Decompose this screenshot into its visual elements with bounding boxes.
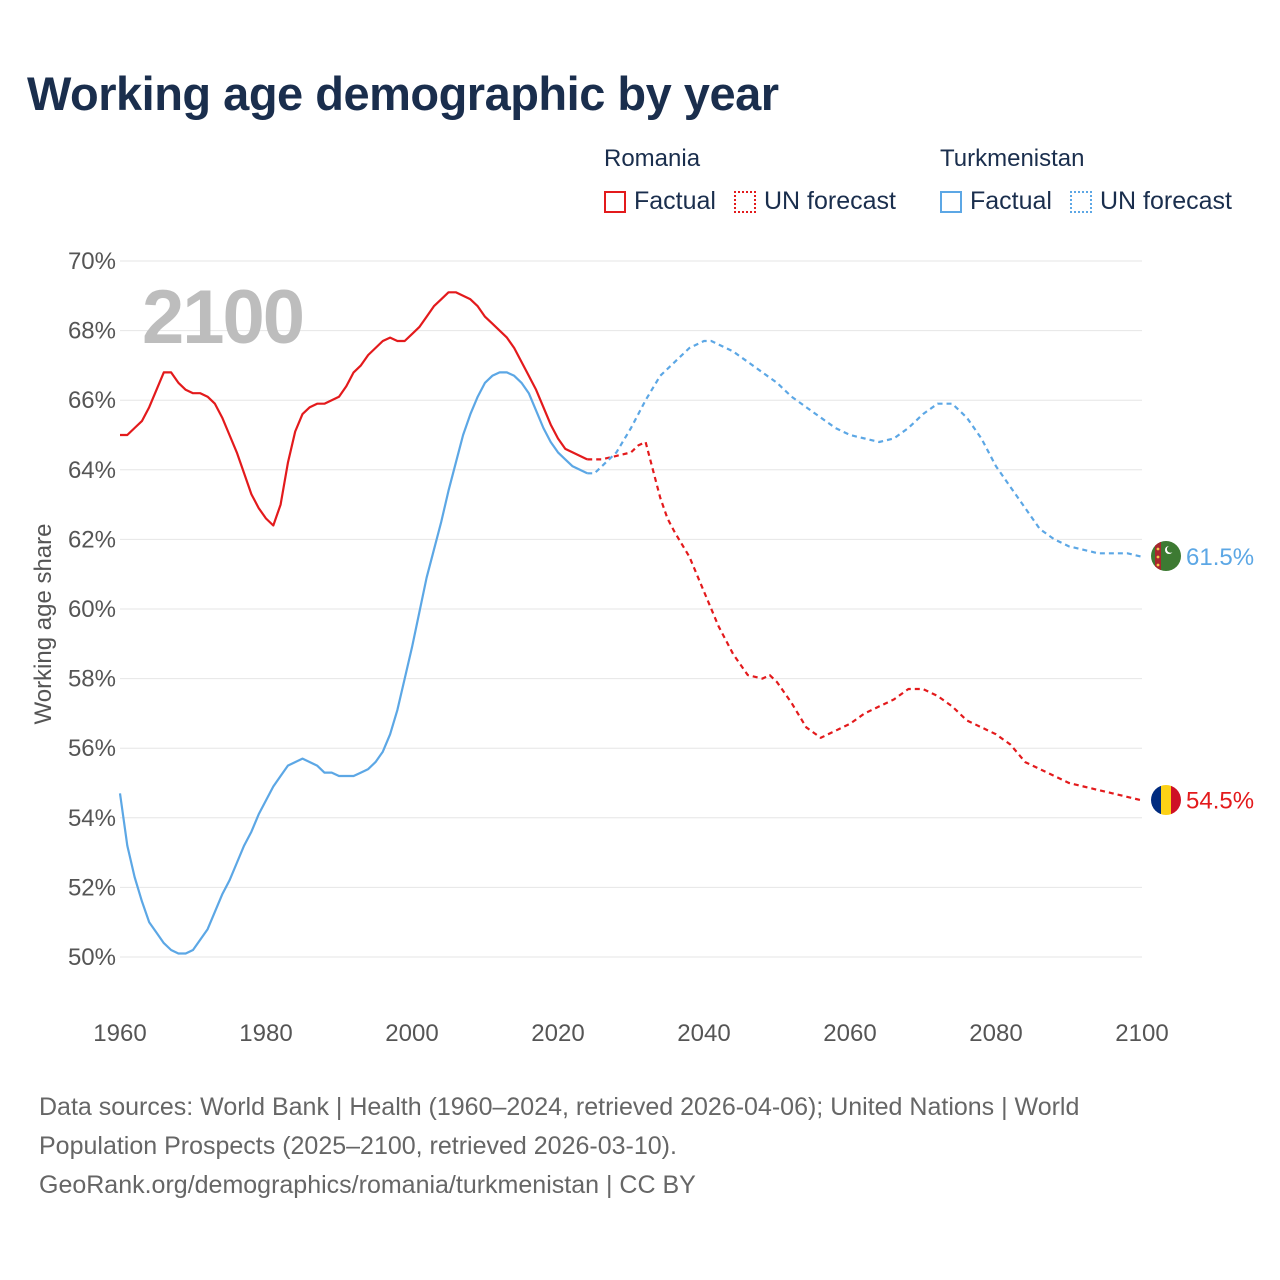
legend-swatch-romania-factual — [604, 190, 626, 213]
legend-item-romania-factual[interactable]: Factual — [604, 187, 716, 216]
source-line-1: Data sources: World Bank | Health (1960–… — [39, 1093, 1080, 1121]
y-tick-label: 64% — [68, 457, 116, 484]
romania-forecast-line — [587, 440, 1143, 802]
x-tick-label: 2060 — [823, 1020, 876, 1047]
turkmenistan-end-label: 61.5% — [1186, 544, 1254, 571]
legend-item-turkmenistan-forecast[interactable]: UN forecast — [1069, 187, 1232, 216]
x-tick-label: 2100 — [1115, 1020, 1168, 1047]
y-tick-label: 60% — [68, 596, 116, 623]
y-tick-label: 66% — [68, 387, 116, 414]
source-line-3: GeoRank.org/demographics/romania/turkmen… — [39, 1171, 696, 1199]
y-tick-label: 68% — [68, 318, 116, 345]
y-tick-label: 56% — [68, 735, 116, 762]
y-tick-labels: 50% 52% 54% 56% 58% 60% 62% 64% 66% 68% 70% — [68, 248, 116, 971]
legend-romania: Romania Factual UN forecast — [604, 145, 914, 216]
y-tick-label: 58% — [68, 666, 116, 693]
legend-item-turkmenistan-factual[interactable]: Factual — [940, 187, 1052, 216]
legend-swatch-romania-forecast — [733, 190, 756, 213]
legend-turkmenistan: Turkmenistan Factual UN forecast — [940, 145, 1250, 216]
y-tick-label: 54% — [68, 805, 116, 832]
x-tick-label: 2020 — [531, 1020, 584, 1047]
x-tick-label: 2000 — [385, 1020, 438, 1047]
grid-lines — [120, 260, 1142, 958]
turkmenistan-factual-line — [118, 371, 588, 955]
x-tick-label: 2080 — [969, 1020, 1022, 1047]
turkmenistan-flag-icon — [1151, 541, 1181, 571]
end-labels: 54.5% 61.5% — [1186, 544, 1254, 815]
turkmenistan-forecast-line — [587, 339, 1143, 558]
line-chart: 50%52%54%56%58%60%62%64%66%68%70% 1960 19… — [30, 248, 1254, 1047]
legend-swatch-turkmenistan-factual — [940, 190, 962, 213]
romania-flag-icon — [1151, 785, 1181, 815]
legend-item-romania-forecast[interactable]: UN forecast — [733, 187, 896, 216]
x-tick-label: 1960 — [93, 1020, 146, 1047]
romania-factual-line — [120, 291, 588, 527]
source-note: Data sources: World Bank | Health (1960–… — [39, 1088, 1239, 1205]
y-tick-label: 70% — [68, 248, 116, 275]
legend-group-name-turkmenistan: Turkmenistan — [940, 145, 1085, 172]
legend-label-romania-forecast: UN forecast — [763, 187, 896, 215]
x-tick-labels: 1960 1980 2000 2020 2040 2060 2080 2100 — [93, 1020, 1168, 1047]
y-tick-label: 50% — [68, 944, 116, 971]
chart-title: Working age demographic by year — [27, 67, 779, 120]
end-markers — [1151, 541, 1181, 815]
legend-group-name-romania: Romania — [604, 145, 701, 172]
y-tick-label: 62% — [68, 526, 116, 553]
y-axis-label: Working age share — [30, 524, 57, 725]
legend-label-romania-factual: Factual — [634, 187, 716, 215]
x-tick-label: 1980 — [239, 1020, 292, 1047]
series-lines — [118, 291, 1143, 955]
legend-label-turkmenistan-forecast: UN forecast — [1099, 187, 1232, 215]
year-watermark: 2100 — [142, 275, 303, 360]
romania-end-label: 54.5% — [1186, 787, 1254, 814]
y-tick-label: 52% — [68, 874, 116, 901]
x-tick-label: 2040 — [677, 1020, 730, 1047]
legend-label-turkmenistan-factual: Factual — [970, 187, 1052, 215]
source-line-2: Population Prospects (2025–2100, retriev… — [39, 1132, 677, 1160]
legend-swatch-turkmenistan-forecast — [1069, 190, 1092, 213]
